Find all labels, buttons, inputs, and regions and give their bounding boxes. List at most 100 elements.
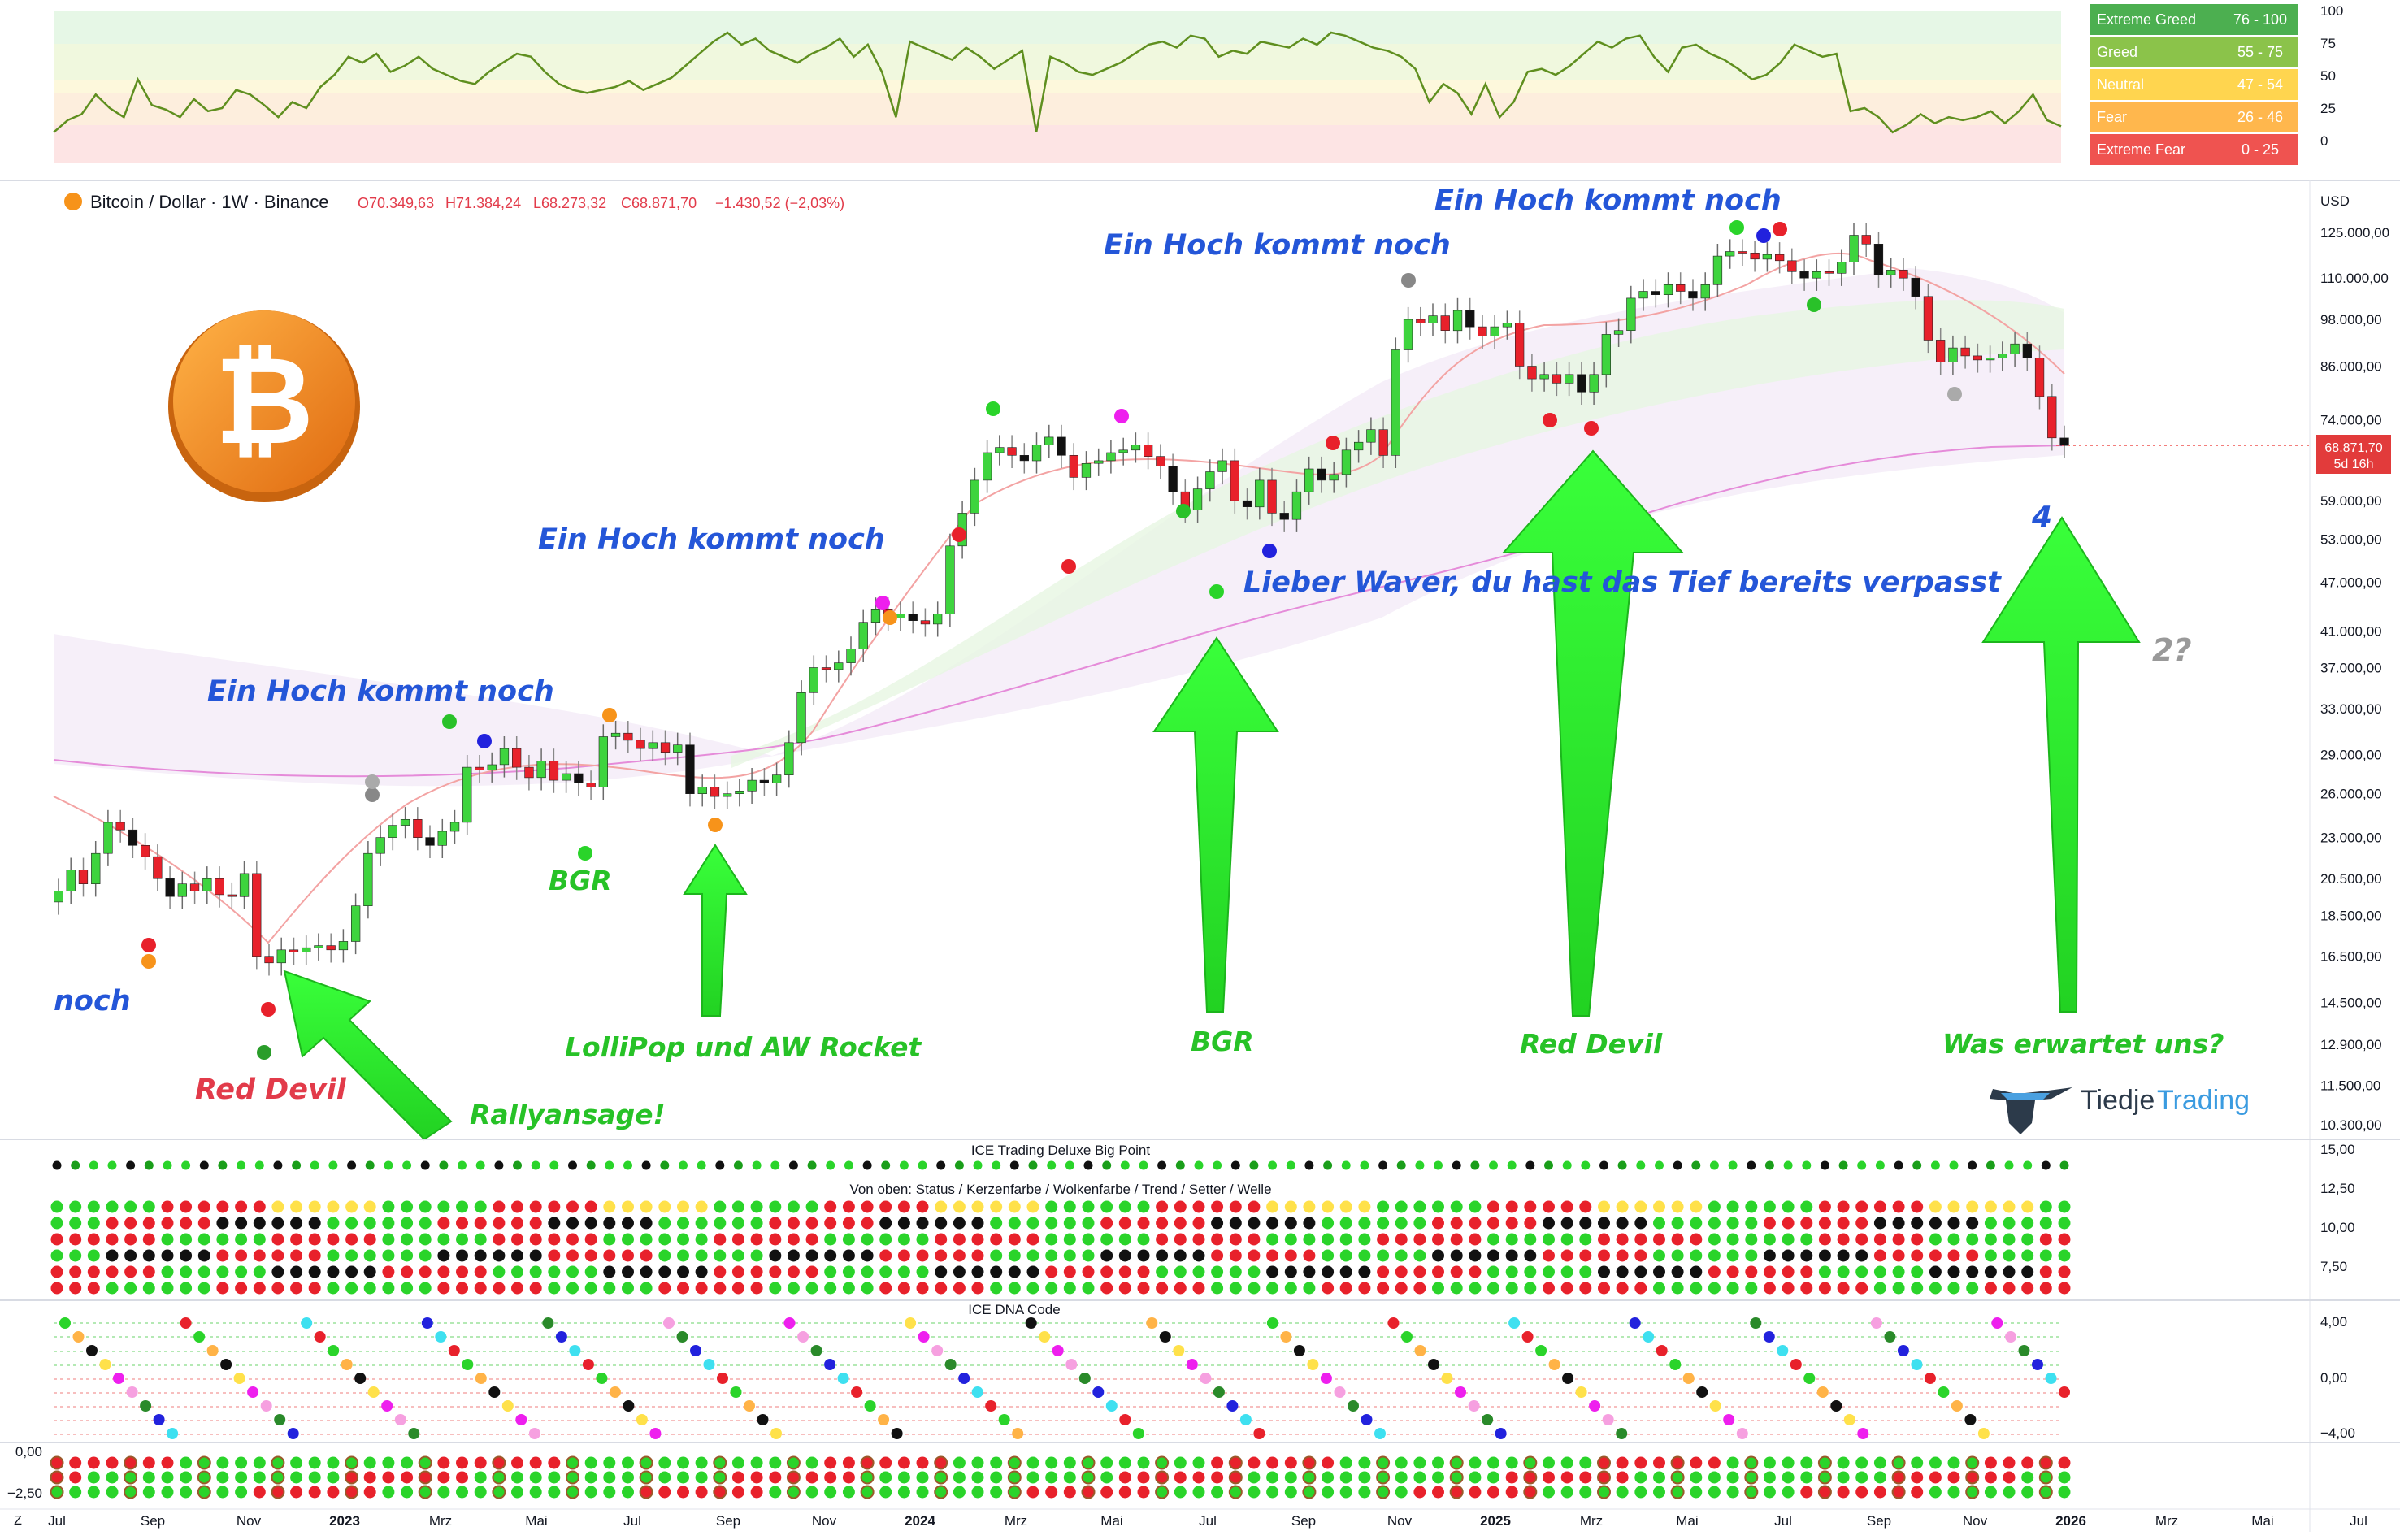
momentum-dot-0-46 — [897, 1456, 910, 1469]
candle-13 — [215, 878, 224, 896]
candle-79 — [1031, 445, 1042, 462]
bigpoint-dot-23 — [475, 1160, 485, 1170]
candle-22 — [326, 945, 336, 951]
momentum-dot-1-29 — [584, 1471, 597, 1484]
bigpoint-dot-92 — [1747, 1160, 1756, 1170]
row-dot-1-104 — [1966, 1217, 1979, 1230]
candle-34 — [475, 766, 484, 770]
bigpoint-dot-44 — [862, 1160, 872, 1170]
signal-dot-0 — [141, 938, 156, 952]
momentum-dot-1-2 — [87, 1471, 100, 1484]
row-dot-3-11 — [253, 1249, 266, 1262]
candle-99 — [1279, 513, 1289, 520]
symbol-header[interactable]: Bitcoin / Dollar · 1W · Binance O70.349,… — [64, 192, 844, 212]
candle-69 — [908, 614, 918, 622]
dna-dot-1 — [72, 1331, 85, 1343]
row-dot-2-106 — [2003, 1233, 2016, 1246]
row-dot-0-63 — [1211, 1200, 1224, 1213]
row-dot-5-18 — [382, 1282, 395, 1295]
row-dot-4-102 — [1929, 1265, 1942, 1278]
candle-89 — [1156, 456, 1165, 466]
row-dot-3-36 — [714, 1249, 727, 1262]
row-dot-3-14 — [308, 1249, 321, 1262]
momentum-dot-2-102 — [1929, 1486, 1942, 1499]
price-tick-18: 12.900,00 — [2320, 1037, 2382, 1052]
bigpoint-dot-21 — [439, 1160, 449, 1170]
fg-legend-1 — [2090, 37, 2298, 67]
row-dot-4-21 — [437, 1265, 450, 1278]
row-dot-5-13 — [290, 1282, 303, 1295]
zoom-reset-icon[interactable]: Z — [14, 1514, 22, 1528]
momentum-dot-1-86 — [1634, 1471, 1647, 1484]
price-axis[interactable]: USD 125.000,00110.000,0098.000,0086.000,… — [2309, 180, 2391, 1532]
momentum-dot-0-45 — [879, 1456, 892, 1469]
row-dot-2-19 — [401, 1233, 414, 1246]
momentum-dot-2-65 — [1248, 1486, 1261, 1499]
momentum-dot-0-33 — [658, 1456, 671, 1469]
row-dot-0-51 — [990, 1200, 1003, 1213]
current-price-value: 68.871,70 — [2324, 441, 2382, 455]
row-dot-0-25 — [511, 1200, 523, 1213]
momentum-dot-1-22 — [456, 1471, 468, 1484]
candle-152 — [1936, 340, 1946, 362]
momentum-dot-1-43 — [842, 1471, 855, 1484]
momentum-dot-0-73 — [1395, 1456, 1408, 1469]
momentum-dot-1-36 — [713, 1470, 727, 1485]
candle-18 — [276, 949, 286, 964]
dna-dot-81 — [1146, 1317, 1158, 1329]
time-tick-1: Sep — [141, 1513, 165, 1529]
row-dot-1-42 — [824, 1217, 837, 1230]
row-dot-4-70 — [1339, 1265, 1352, 1278]
dna-dot-102 — [1428, 1359, 1439, 1370]
dna-dot-24 — [381, 1400, 393, 1412]
time-axis[interactable]: Z Jul Sep Nov 2023 Mrz Mai Jul Sep Nov 2024 Mrz Mai… — [0, 1508, 2400, 1529]
momentum-dot-1-4 — [124, 1470, 138, 1485]
price-tick-6: 53.000,00 — [2320, 531, 2382, 547]
row-dot-2-86 — [1634, 1233, 1647, 1246]
row-dot-3-83 — [1579, 1249, 1592, 1262]
candle-156 — [1986, 358, 1995, 361]
row-dot-5-63 — [1211, 1282, 1224, 1295]
currency-label: USD — [2320, 193, 2350, 209]
momentum-dot-2-16 — [345, 1485, 359, 1499]
bigpoint-dot-106 — [2004, 1160, 2014, 1170]
row-dot-0-35 — [695, 1200, 708, 1213]
row-dot-2-61 — [1174, 1233, 1187, 1246]
row-dot-1-10 — [235, 1217, 248, 1230]
momentum-dot-1-98 — [1855, 1471, 1868, 1484]
row-dot-5-66 — [1266, 1282, 1279, 1295]
row-dot-2-87 — [1653, 1233, 1665, 1246]
ohlc-change: −1.430,52 (−2,03%) — [715, 195, 844, 211]
row-dot-3-33 — [658, 1249, 671, 1262]
row-dot-2-7 — [180, 1233, 193, 1246]
momentum-dot-0-40 — [786, 1455, 801, 1470]
big-point-panel: ICE Trading Deluxe Big Point Von oben: S… — [50, 1142, 2355, 1295]
row-dot-5-19 — [401, 1282, 414, 1295]
row-dot-3-72 — [1377, 1249, 1390, 1262]
bigpoint-dot-43 — [844, 1160, 853, 1170]
momentum-dot-2-100 — [1891, 1485, 1906, 1499]
bigpoint-dot-48 — [936, 1160, 946, 1170]
row-dot-2-96 — [1818, 1233, 1831, 1246]
price-tick-13: 23.000,00 — [2320, 831, 2382, 846]
momentum-dot-2-17 — [363, 1486, 376, 1499]
row-dot-1-30 — [603, 1217, 616, 1230]
fear-greed-line — [53, 31, 2062, 134]
momentum-dot-0-99 — [1873, 1456, 1886, 1469]
momentum-dot-0-19 — [401, 1456, 414, 1469]
row-dot-5-0 — [50, 1282, 63, 1295]
current-price-countdown: 5d 16h — [2334, 458, 2374, 471]
time-tick-8: Nov — [812, 1513, 837, 1529]
row-dot-3-70 — [1339, 1249, 1352, 1262]
row-dot-1-89 — [1690, 1217, 1703, 1230]
momentum-dot-0-104 — [1965, 1455, 1980, 1470]
row-dot-5-89 — [1690, 1282, 1703, 1295]
row-dot-0-100 — [1892, 1200, 1905, 1213]
price-tick-20: 10.300,00 — [2320, 1117, 2382, 1133]
signal-dot-10 — [708, 818, 723, 832]
rows-tick-0: 15,00 — [2320, 1142, 2355, 1157]
candle-111 — [1428, 315, 1438, 323]
row-dot-0-74 — [1413, 1200, 1426, 1213]
rows-title: Von oben: Status / Kerzenfarbe / Wolkenf… — [849, 1182, 1271, 1197]
